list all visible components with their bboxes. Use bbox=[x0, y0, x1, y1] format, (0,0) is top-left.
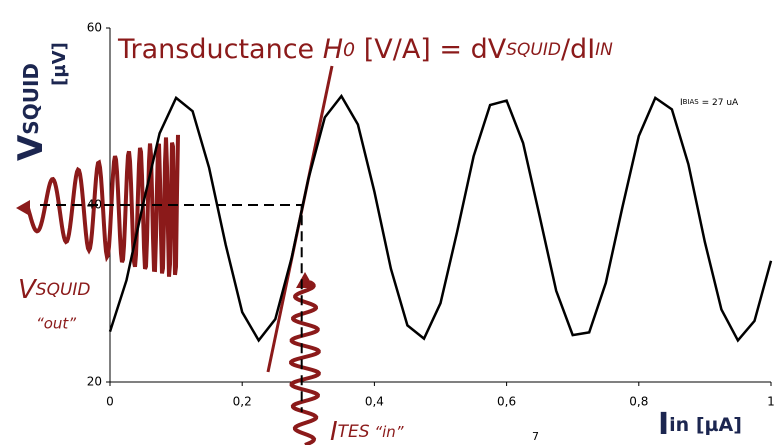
in-part: “in” bbox=[370, 423, 404, 441]
out-annotation: VSQUID bbox=[18, 275, 91, 305]
page-number: 7 bbox=[532, 430, 539, 443]
y-label-unit: [µV] bbox=[49, 42, 70, 86]
x-tick-label: 0,4 bbox=[365, 395, 384, 409]
bias-annotation: IBIAS = 27 uA bbox=[680, 98, 739, 108]
y-label: VSQUID bbox=[11, 63, 51, 161]
y-label-sub: SQUID bbox=[19, 63, 43, 135]
title-part: Transductance bbox=[117, 34, 323, 65]
y-tick-label: 20 bbox=[87, 375, 102, 389]
out-quote: “out” bbox=[36, 315, 76, 333]
y-tick-label: 60 bbox=[87, 21, 102, 35]
x-tick-label: 0 bbox=[106, 395, 114, 409]
input-wave bbox=[289, 280, 321, 445]
x-tick-label: 0,2 bbox=[233, 395, 252, 409]
x-tick-label: 1 bbox=[767, 395, 775, 409]
x-tick-label: 0,8 bbox=[629, 395, 648, 409]
out-part: V bbox=[18, 275, 38, 305]
x-tick-label: 0,6 bbox=[497, 395, 516, 409]
bias-part: = 27 uA bbox=[699, 98, 739, 108]
chart-title: Transductance H0 [V/A] = dVSQUID/dIIN bbox=[117, 34, 613, 65]
in-part: I bbox=[330, 417, 338, 445]
x-label-main: I bbox=[658, 407, 669, 442]
bias-part: BIAS bbox=[683, 98, 700, 106]
output-wave bbox=[26, 134, 180, 277]
x-label-rest: in [µA] bbox=[669, 414, 742, 436]
title-part: IN bbox=[595, 40, 613, 60]
title-part: H bbox=[323, 34, 343, 65]
out-part: SQUID bbox=[36, 280, 91, 300]
in-part: TES bbox=[338, 422, 370, 442]
title-part: 0 bbox=[343, 39, 355, 61]
series-line bbox=[108, 93, 773, 343]
output-arrow bbox=[16, 200, 30, 216]
title-part: [V/A] = dV bbox=[355, 34, 507, 65]
title-part: /dI bbox=[561, 34, 595, 65]
in-annotation: ITES “in” bbox=[330, 417, 404, 445]
signal-waves bbox=[16, 134, 321, 445]
input-arrow bbox=[296, 272, 314, 288]
x-label: Iin [µA] bbox=[658, 407, 742, 442]
title-part: SQUID bbox=[506, 40, 561, 60]
y-label-main: V bbox=[11, 134, 51, 161]
bias-part: I bbox=[680, 98, 683, 108]
